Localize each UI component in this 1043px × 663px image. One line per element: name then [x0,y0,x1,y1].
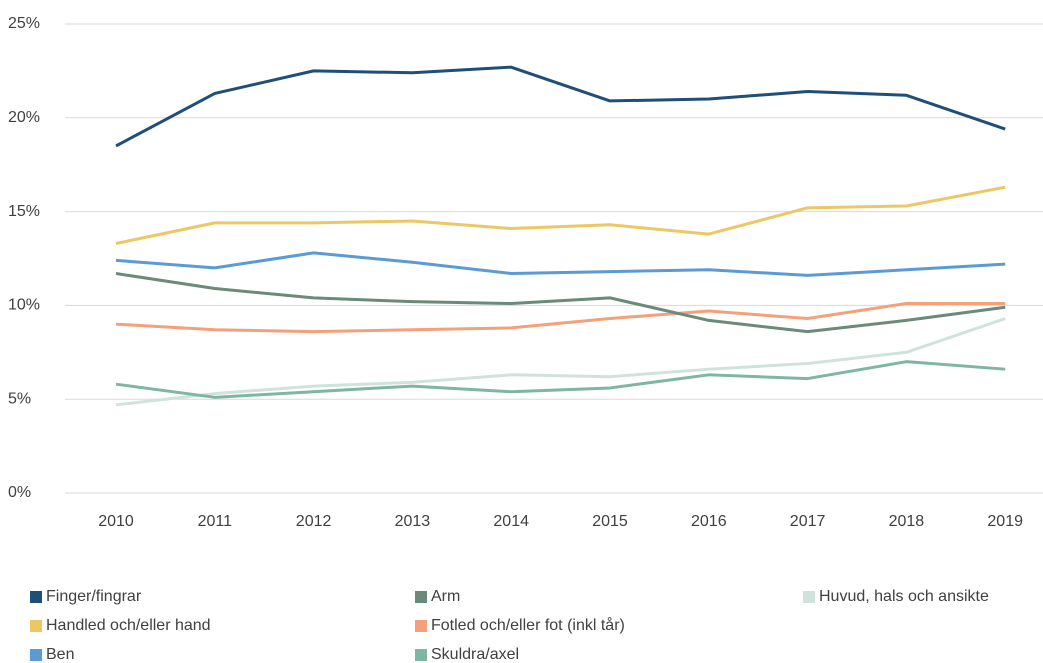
legend-label: Arm [431,588,460,605]
legend-swatch [803,591,815,603]
legend-label: Finger/fingrar [46,588,142,605]
y-tick-label: 0% [8,484,31,501]
legend-label: Huvud, hals och ansikte [819,588,989,605]
y-tick-label: 15% [8,203,40,220]
legend-label: Skuldra/axel [431,646,519,663]
y-tick-label: 20% [8,109,40,126]
x-tick-label: 2017 [790,513,826,530]
series-line [115,317,1006,407]
y-tick-label: 5% [8,390,31,407]
series-line [115,251,1006,277]
x-tick-label: 2015 [592,513,628,530]
legend-swatch [30,591,42,603]
x-tick-label: 2019 [987,513,1023,530]
y-tick-label: 10% [8,297,40,314]
series-line [115,360,1006,399]
x-tick-label: 2016 [691,513,727,530]
legend-swatch [30,649,42,661]
legend-label: Fotled och/eller fot (inkl tår) [431,616,625,634]
x-tick-label: 2010 [98,513,134,530]
legend-swatch [415,620,427,632]
series-line [115,272,1006,334]
legend-swatch [30,620,42,632]
x-tick-label: 2011 [198,513,233,530]
series-line [115,302,1006,334]
y-tick-label: 25% [8,15,40,32]
x-tick-label: 2012 [296,513,332,530]
x-tick-label: 2018 [889,513,925,530]
legend-swatch [415,649,427,661]
series-line [115,65,1006,148]
legend-label: Ben [46,646,74,663]
x-tick-label: 2014 [493,513,529,530]
legend-swatch [415,591,427,603]
series-line [115,185,1006,245]
x-tick-label: 2013 [395,513,431,530]
legend-label: Handled och/eller hand [46,617,211,634]
